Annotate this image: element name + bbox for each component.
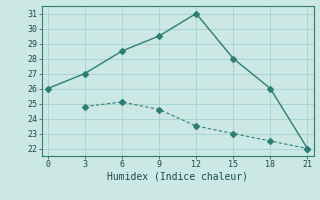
X-axis label: Humidex (Indice chaleur): Humidex (Indice chaleur) (107, 172, 248, 182)
